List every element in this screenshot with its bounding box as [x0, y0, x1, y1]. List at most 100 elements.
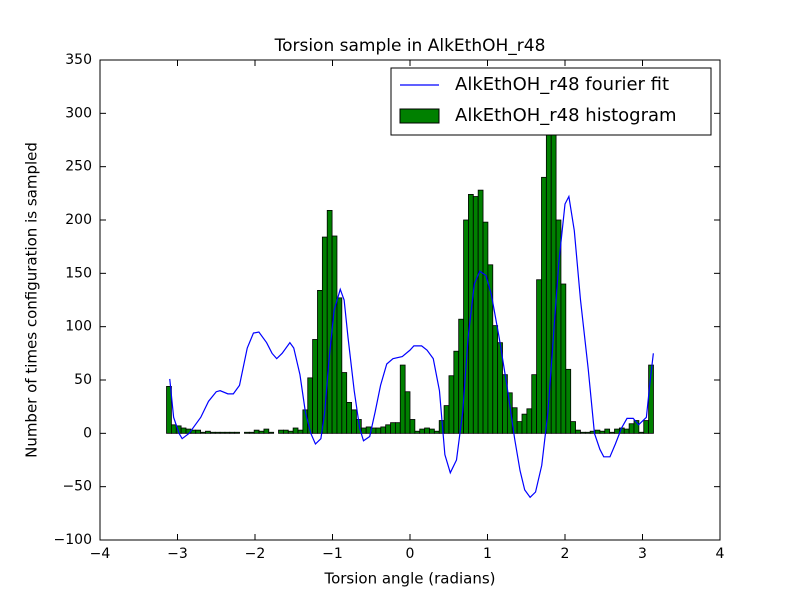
- histogram-bar: [180, 427, 187, 434]
- histogram-bar: [414, 430, 421, 434]
- histogram-bar: [312, 339, 318, 434]
- histogram-bar: [419, 428, 426, 434]
- fit-line: [169, 194, 654, 499]
- histogram-bar: [429, 428, 435, 434]
- y-tick-label: 150: [65, 265, 92, 281]
- x-tick-label: −2: [245, 546, 266, 562]
- histogram-bar: [628, 423, 635, 434]
- histogram-bar: [506, 392, 513, 434]
- y-tick-label: 0: [83, 425, 92, 441]
- histogram-bar: [287, 430, 294, 434]
- histogram-bar: [516, 421, 523, 434]
- histogram-bar: [463, 219, 469, 434]
- histogram-bar: [433, 430, 440, 434]
- histogram-bar: [482, 221, 489, 434]
- histogram-bar: [244, 431, 250, 434]
- histogram-bar: [404, 391, 411, 434]
- y-axis-label: Number of times configuration is sampled: [23, 142, 41, 458]
- histogram-bar: [263, 428, 270, 434]
- histogram-bar: [219, 431, 226, 434]
- legend-swatch: [399, 108, 440, 124]
- y-tick-label: −50: [62, 479, 92, 495]
- histogram-bar: [234, 431, 240, 434]
- histogram-bar: [321, 236, 328, 434]
- histogram-bar: [375, 427, 382, 434]
- y-tick-label: 100: [65, 319, 92, 335]
- histogram-bar: [394, 422, 401, 434]
- histogram-bar: [614, 428, 620, 434]
- chart-title: Torsion sample in AlkEthOH_r48: [274, 36, 546, 56]
- histogram-bar: [545, 123, 552, 434]
- histogram-bar: [205, 430, 211, 434]
- histogram-bar: [477, 189, 484, 434]
- y-tick-label: 250: [65, 159, 92, 175]
- histogram-bar: [385, 424, 391, 434]
- x-tick-label: −1: [322, 546, 343, 562]
- histogram-bar: [214, 431, 221, 434]
- histogram-bar: [390, 422, 396, 434]
- histogram-bar: [584, 431, 591, 434]
- histogram-bar: [541, 176, 547, 434]
- histogram-bar: [297, 429, 304, 434]
- histogram-bar: [594, 429, 601, 434]
- x-tick-label: 1: [483, 546, 492, 562]
- histogram-bar: [336, 297, 343, 434]
- histogram-bar: [472, 196, 479, 434]
- y-tick-label: 350: [65, 52, 92, 68]
- histogram-bar: [570, 421, 576, 434]
- y-tick-label: −100: [54, 532, 92, 548]
- histogram-bar: [380, 426, 387, 434]
- x-tick-label: 2: [561, 546, 570, 562]
- x-axis-label: Torsion angle (radians): [323, 570, 495, 588]
- histogram-bar: [560, 283, 567, 434]
- histogram-bar: [448, 375, 455, 434]
- histogram-bar: [170, 424, 177, 434]
- legend: AlkEthOH_r48 fourier fit AlkEthOH_r48 his…: [390, 67, 712, 136]
- histogram-bar: [521, 413, 528, 434]
- legend-label: AlkEthOH_r48 histogram: [455, 105, 677, 126]
- histogram-bar: [253, 429, 260, 434]
- histogram-bar: [317, 289, 323, 434]
- histogram-bar: [492, 325, 499, 434]
- histogram-bar: [623, 428, 630, 434]
- histogram-bar: [200, 431, 206, 434]
- histogram-bar: [166, 385, 172, 434]
- histogram-bar: [195, 429, 202, 434]
- histogram-bar: [341, 372, 348, 434]
- axes: −4 −3 −2 −1 0 1 2 3 4 −100 −50 0 50 100 150 200 250 300 35…: [54, 52, 725, 562]
- histogram-bar: [292, 427, 299, 434]
- histogram-bar: [638, 431, 645, 434]
- histogram-bar: [443, 405, 450, 434]
- histogram-bar: [599, 430, 606, 434]
- histogram-bar: [360, 427, 367, 434]
- histogram-bar: [351, 409, 357, 434]
- histogram-bar: [224, 431, 231, 434]
- histogram-bar: [536, 279, 542, 434]
- histogram-bar: [346, 401, 352, 434]
- histogram-bar: [458, 318, 464, 434]
- histogram-bar: [633, 420, 640, 434]
- histogram-bar: [326, 209, 333, 434]
- x-tick-label: 0: [406, 546, 415, 562]
- histogram-bar: [399, 364, 406, 434]
- histogram-bar: [550, 91, 557, 434]
- histogram-bar: [643, 420, 650, 434]
- x-tick-label: 4: [716, 546, 725, 562]
- histogram-bar: [282, 429, 289, 434]
- legend-box: [390, 67, 712, 136]
- histogram-bar: [531, 374, 538, 434]
- histogram-bar: [409, 419, 416, 434]
- histogram-bar: [229, 431, 236, 434]
- histogram-bar: [268, 431, 275, 434]
- y-tick-label: 50: [74, 372, 92, 388]
- x-tick-label: −4: [90, 546, 111, 562]
- histogram-bar: [248, 431, 255, 434]
- histogram-bar: [609, 431, 615, 434]
- histogram-bar: [580, 431, 586, 434]
- x-tick-label: 3: [638, 546, 647, 562]
- histogram-bar: [526, 408, 533, 434]
- x-tick-label: −3: [167, 546, 188, 562]
- histogram-bar: [604, 428, 611, 434]
- y-tick-label: 300: [65, 105, 92, 121]
